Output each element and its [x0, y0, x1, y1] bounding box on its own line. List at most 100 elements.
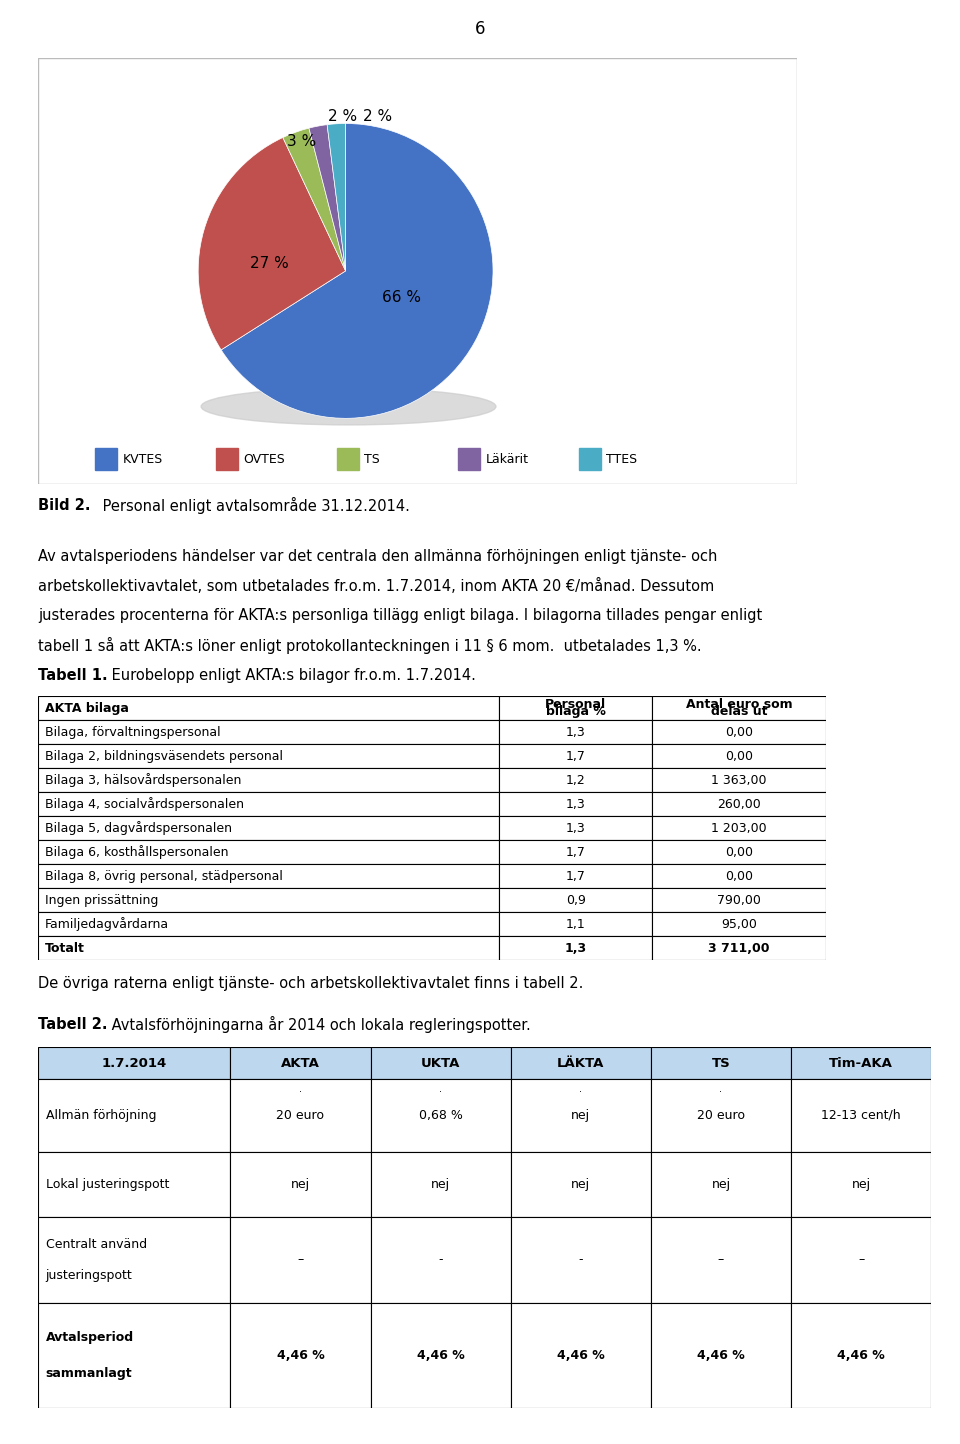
- Text: 1,3: 1,3: [565, 797, 586, 810]
- Bar: [791, 1302, 931, 1408]
- Bar: [653, 696, 826, 721]
- Bar: [499, 840, 653, 864]
- Text: 1,7: 1,7: [565, 869, 586, 882]
- Text: 1,1: 1,1: [565, 918, 586, 931]
- Bar: [651, 1080, 791, 1152]
- Wedge shape: [309, 124, 346, 271]
- Bar: [371, 1047, 511, 1080]
- Bar: [38, 816, 499, 840]
- Text: 0,00: 0,00: [725, 749, 753, 762]
- Text: 1,2: 1,2: [565, 774, 586, 787]
- Text: Bilaga 8, övrig personal, städpersonal: Bilaga 8, övrig personal, städpersonal: [45, 869, 282, 882]
- Text: Avtalsperiod: Avtalsperiod: [45, 1331, 133, 1344]
- Text: 20 euro: 20 euro: [697, 1109, 745, 1122]
- Text: arbetskollektivavtalet, som utbetalades fr.o.m. 1.7.2014, inom AKTA 20 €/månad. : arbetskollektivavtalet, som utbetalades …: [38, 578, 714, 593]
- Text: 0,00: 0,00: [725, 725, 753, 738]
- Bar: [653, 793, 826, 816]
- Bar: [38, 864, 499, 888]
- Bar: [653, 768, 826, 793]
- Text: nej: nej: [431, 1177, 450, 1191]
- Bar: [499, 913, 653, 936]
- Text: Ingen prissättning: Ingen prissättning: [45, 894, 158, 907]
- Bar: [38, 936, 499, 960]
- Text: De övriga raterna enligt tjänste- och arbetskollektivavtalet finns i tabell 2.: De övriga raterna enligt tjänste- och ar…: [38, 976, 584, 991]
- Text: Eurobelopp enligt AKTA:s bilagor fr.o.m. 1.7.2014.: Eurobelopp enligt AKTA:s bilagor fr.o.m.…: [108, 669, 476, 683]
- Bar: [38, 1216, 230, 1302]
- Wedge shape: [327, 124, 346, 271]
- Bar: [511, 1080, 651, 1152]
- Text: Allmän förhöjning: Allmän förhöjning: [45, 1109, 156, 1122]
- Bar: [511, 1152, 651, 1216]
- Text: AKTA bilaga: AKTA bilaga: [45, 702, 129, 715]
- Text: LÄKTA: LÄKTA: [557, 1057, 605, 1070]
- Text: Familjedagvårdarna: Familjedagvårdarna: [45, 917, 169, 931]
- Text: 6: 6: [475, 20, 485, 38]
- Text: nej: nej: [291, 1177, 310, 1191]
- Text: 95,00: 95,00: [721, 918, 756, 931]
- Bar: [371, 1080, 511, 1152]
- Bar: [337, 448, 359, 469]
- Bar: [499, 936, 653, 960]
- Bar: [651, 1047, 791, 1080]
- Bar: [38, 721, 499, 744]
- Text: 4,46 %: 4,46 %: [837, 1349, 885, 1362]
- Text: Bilaga 6, kosthållspersonalen: Bilaga 6, kosthållspersonalen: [45, 845, 228, 859]
- Text: Bilaga 4, socialvårdspersonalen: Bilaga 4, socialvårdspersonalen: [45, 797, 244, 812]
- Text: 4,46 %: 4,46 %: [697, 1349, 745, 1362]
- Bar: [38, 696, 499, 721]
- Text: –: –: [858, 1253, 864, 1266]
- Bar: [499, 816, 653, 840]
- Text: 12-13 cent/h: 12-13 cent/h: [822, 1109, 900, 1122]
- Text: Läkärit: Läkärit: [486, 452, 528, 466]
- Bar: [38, 1047, 230, 1080]
- Bar: [499, 793, 653, 816]
- Text: -: -: [439, 1253, 443, 1266]
- Text: 790,00: 790,00: [717, 894, 761, 907]
- Bar: [651, 1216, 791, 1302]
- Ellipse shape: [202, 388, 496, 425]
- Text: Personal enligt avtalsområde 31.12.2014.: Personal enligt avtalsområde 31.12.2014.: [99, 497, 410, 514]
- Text: 1,7: 1,7: [565, 846, 586, 859]
- Text: ·: ·: [299, 1086, 302, 1096]
- Text: Av avtalsperiodens händelser var det centrala den allmänna förhöjningen enligt t: Av avtalsperiodens händelser var det cen…: [38, 549, 718, 563]
- Text: nej: nej: [852, 1177, 871, 1191]
- Bar: [499, 768, 653, 793]
- Bar: [791, 1152, 931, 1216]
- Bar: [653, 864, 826, 888]
- Text: 0,68 %: 0,68 %: [419, 1109, 463, 1122]
- Bar: [499, 744, 653, 768]
- Text: 1,3: 1,3: [565, 822, 586, 835]
- Bar: [511, 1302, 651, 1408]
- Text: Centralt använd: Centralt använd: [45, 1238, 147, 1252]
- Text: Tabell 2.: Tabell 2.: [38, 1017, 108, 1032]
- Bar: [653, 744, 826, 768]
- Text: 2 %: 2 %: [328, 108, 357, 124]
- Bar: [499, 696, 653, 721]
- Bar: [230, 1152, 371, 1216]
- Text: KVTES: KVTES: [123, 452, 163, 466]
- Text: sammanlagt: sammanlagt: [45, 1367, 132, 1380]
- Bar: [230, 1302, 371, 1408]
- Text: 66 %: 66 %: [382, 290, 421, 305]
- Text: Bild 2.: Bild 2.: [38, 498, 91, 513]
- Text: TS: TS: [711, 1057, 731, 1070]
- Text: Bilaga 2, bildningsväsendets personal: Bilaga 2, bildningsväsendets personal: [45, 749, 282, 762]
- Text: ·: ·: [719, 1086, 723, 1096]
- Bar: [38, 1152, 230, 1216]
- Text: 2 %: 2 %: [364, 108, 393, 124]
- Text: Tim-AKA: Tim-AKA: [829, 1057, 893, 1070]
- Text: 0,00: 0,00: [725, 869, 753, 882]
- Bar: [38, 768, 499, 793]
- Text: TS: TS: [365, 452, 380, 466]
- Bar: [579, 448, 601, 469]
- Bar: [371, 1216, 511, 1302]
- Text: 260,00: 260,00: [717, 797, 761, 810]
- Text: OVTES: OVTES: [244, 452, 285, 466]
- Text: Bilaga 5, dagvårdspersonalen: Bilaga 5, dagvårdspersonalen: [45, 822, 231, 835]
- Text: Bilaga 3, hälsovårdspersonalen: Bilaga 3, hälsovårdspersonalen: [45, 773, 241, 787]
- Bar: [95, 448, 117, 469]
- Bar: [791, 1216, 931, 1302]
- Text: 3 711,00: 3 711,00: [708, 941, 770, 954]
- Bar: [38, 913, 499, 936]
- Text: tabell 1 så att AKTA:s löner enligt protokollanteckningen i 11 § 6 mom.  utbetal: tabell 1 så att AKTA:s löner enligt prot…: [38, 637, 702, 654]
